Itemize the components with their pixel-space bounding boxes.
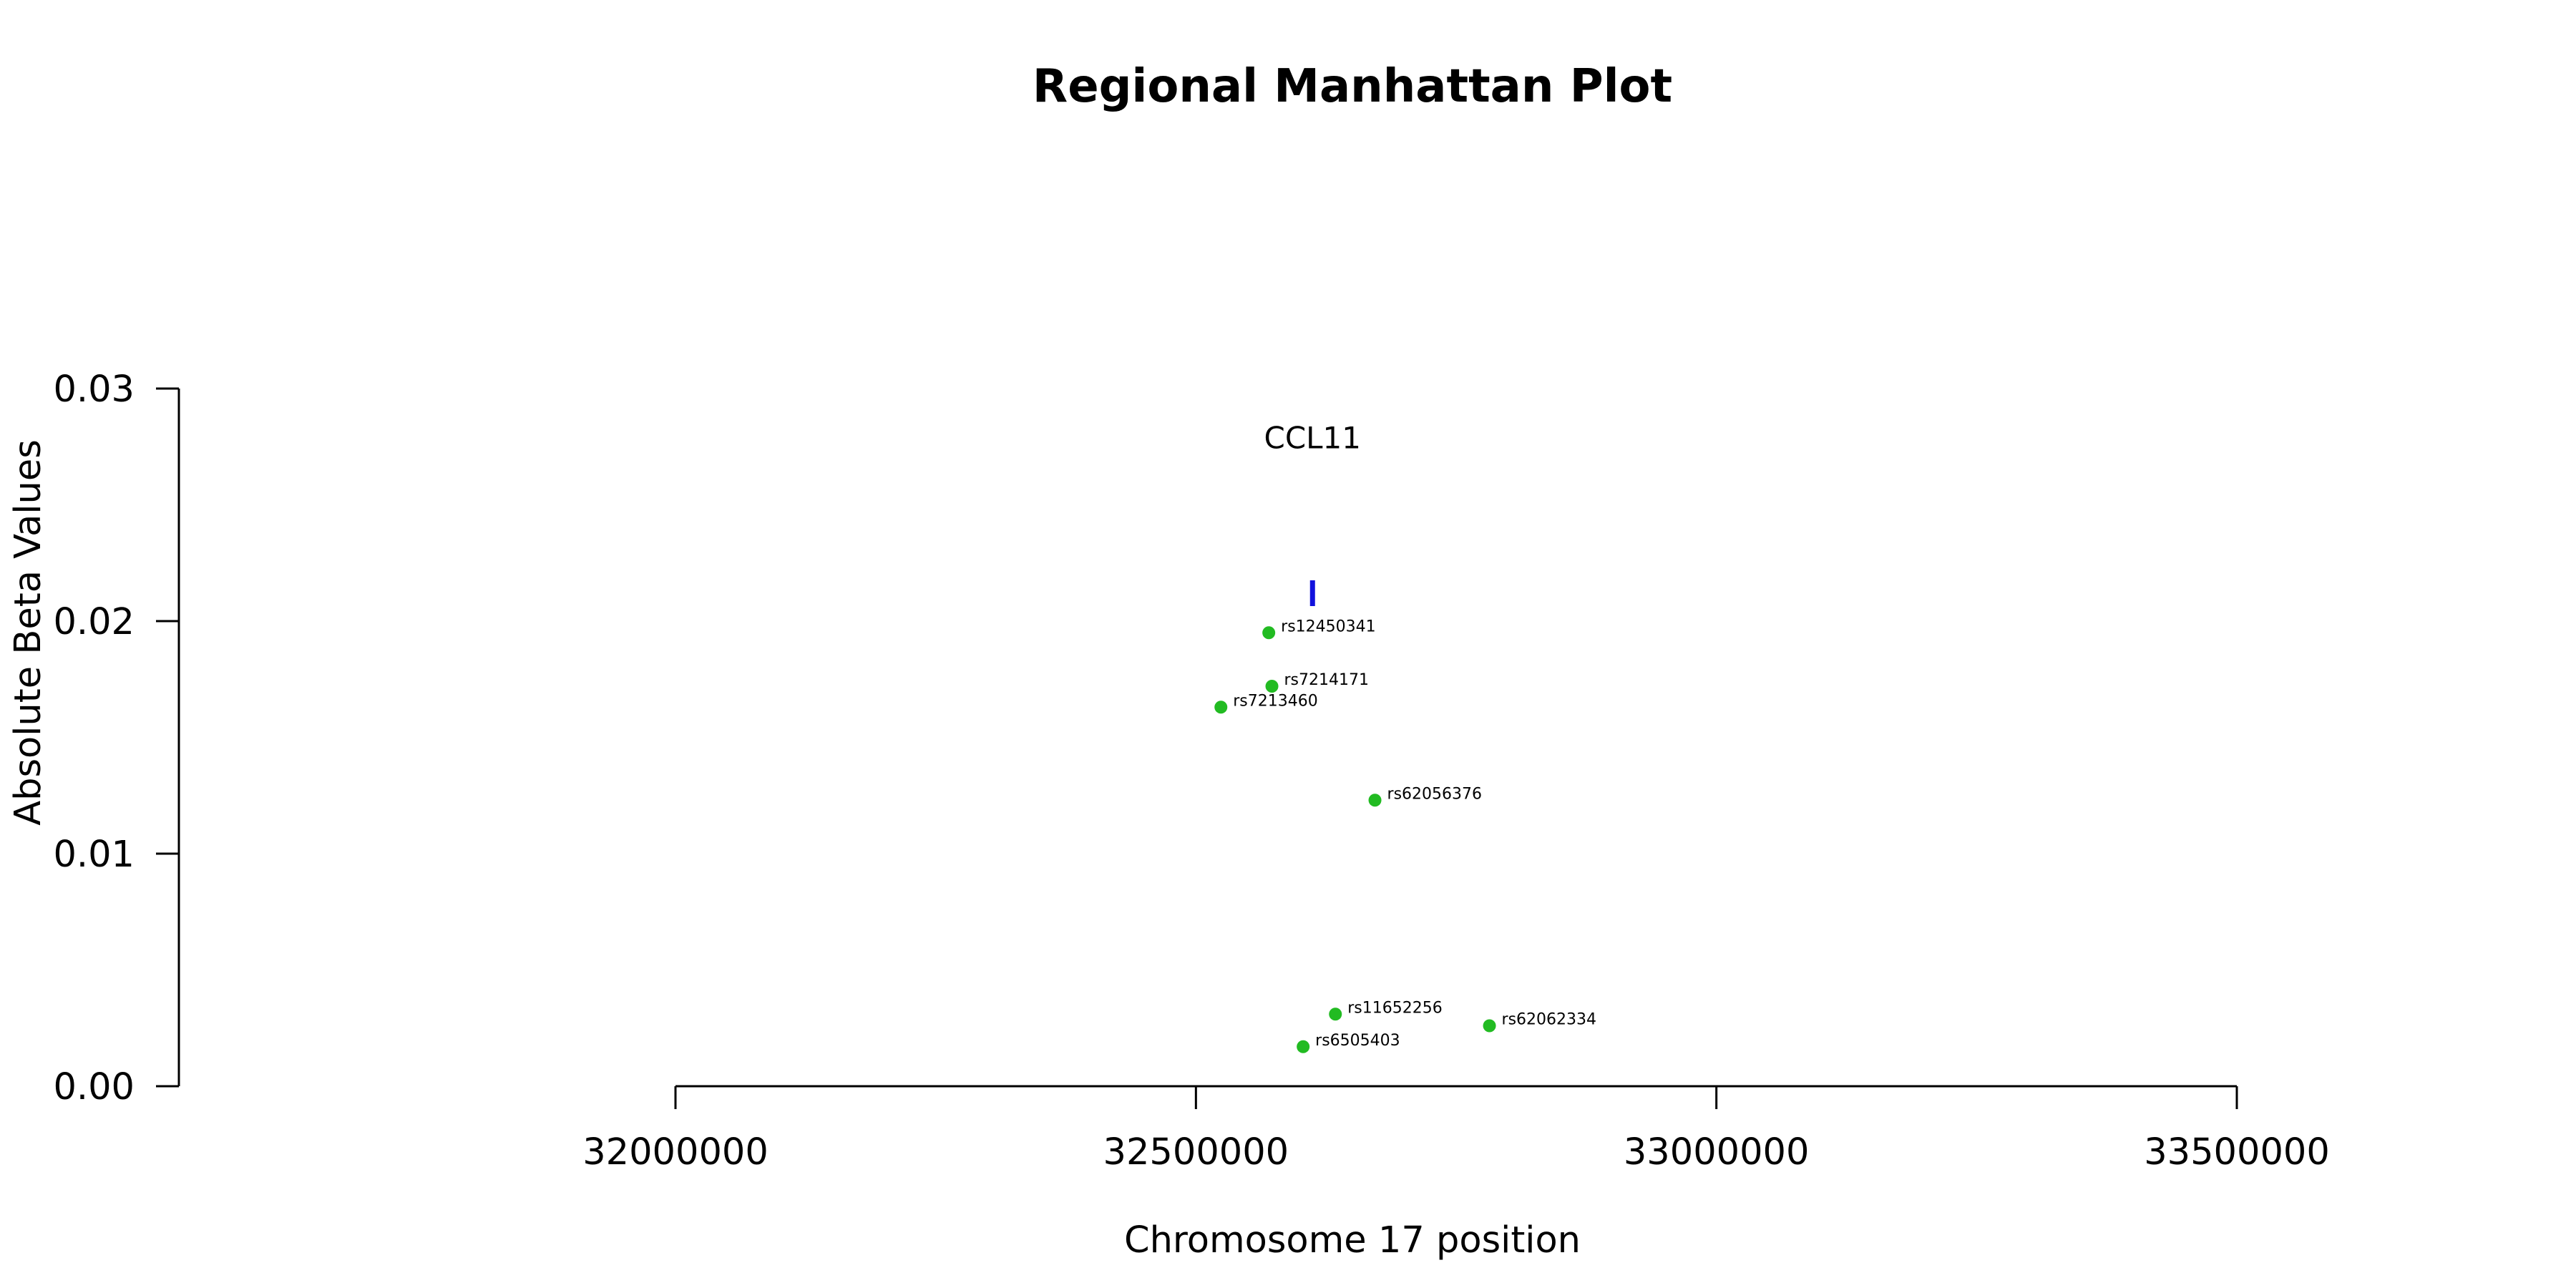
snp-point <box>1214 701 1228 714</box>
snp-point <box>1265 680 1279 693</box>
snp-label: rs7213460 <box>1233 692 1318 710</box>
snp-label: rs62056376 <box>1387 785 1482 803</box>
x-tick-label: 32500000 <box>1103 1131 1289 1174</box>
y-tick-label: 0.01 <box>53 834 135 876</box>
x-tick-label: 33500000 <box>2144 1131 2330 1174</box>
gene-label: CCL11 <box>1264 420 1362 455</box>
chart-title: Regional Manhattan Plot <box>1033 60 1672 113</box>
points-layer: rs12450341 rs7214171 rs7213460 rs62056376 rs… <box>1214 618 1596 1053</box>
y-axis-label: Absolute Beta Values <box>7 439 49 826</box>
snp-label: rs62062334 <box>1502 1011 1596 1029</box>
snp-point <box>1262 626 1276 640</box>
snp-point <box>1297 1040 1310 1053</box>
snp-label: rs7214171 <box>1284 671 1370 689</box>
snp-point <box>1483 1019 1496 1033</box>
y-tick-label: 0.00 <box>53 1066 135 1108</box>
gene-marker <box>1309 580 1315 606</box>
x-tick-label: 33000000 <box>1624 1131 1810 1174</box>
x-axis: 32000000 32500000 33000000 33500000 <box>582 1085 2330 1174</box>
y-tick-label: 0.03 <box>53 369 135 411</box>
x-tick-label: 32000000 <box>582 1131 769 1174</box>
genes-layer: CCL11 <box>1264 420 1362 606</box>
snp-label: rs11652256 <box>1347 999 1442 1017</box>
snp-point <box>1368 794 1382 807</box>
y-tick-label: 0.02 <box>53 601 135 643</box>
snp-label: rs6505403 <box>1315 1032 1400 1050</box>
x-axis-label: Chromosome 17 position <box>1124 1219 1581 1262</box>
snp-point <box>1329 1008 1342 1021</box>
y-axis: 0.00 0.01 0.02 0.03 <box>53 369 180 1108</box>
snp-label: rs12450341 <box>1281 618 1375 635</box>
